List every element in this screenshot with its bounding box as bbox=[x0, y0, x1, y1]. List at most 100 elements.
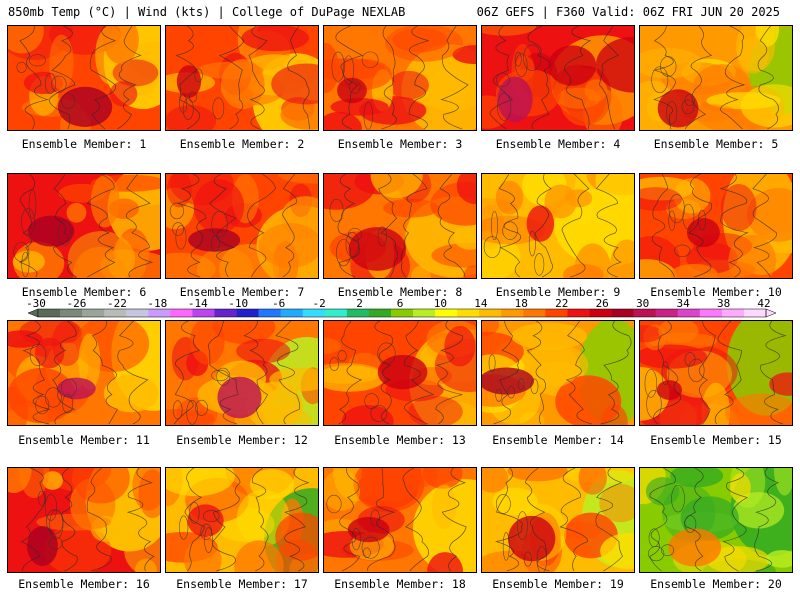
colorbar-swatch bbox=[324, 309, 348, 317]
temperature-map bbox=[640, 174, 792, 278]
colorbar-tick-label: 26 bbox=[596, 297, 609, 310]
temperature-map bbox=[640, 26, 792, 130]
ensemble-map-panel bbox=[165, 467, 319, 573]
ensemble-member-label: Ensemble Member: 1 bbox=[21, 137, 147, 151]
temperature-map bbox=[482, 174, 634, 278]
colorbar-tick-label: 6 bbox=[397, 297, 404, 310]
colorbar-swatch bbox=[192, 309, 215, 317]
ensemble-map-panel bbox=[7, 173, 161, 279]
product-title: 850mb Temp (°C) | Wind (kts) | College o… bbox=[8, 5, 406, 19]
ensemble-member-label: Ensemble Member: 20 bbox=[650, 577, 782, 591]
colorbar-max-arrow bbox=[765, 308, 777, 318]
temperature-map bbox=[8, 174, 160, 278]
ensemble-member-label: Ensemble Member: 5 bbox=[653, 137, 779, 151]
colorbar-tick-label: 42 bbox=[757, 297, 770, 310]
colorbar-tick-label: -6 bbox=[272, 297, 285, 310]
ensemble-member-label: Ensemble Member: 3 bbox=[337, 137, 463, 151]
temperature-map bbox=[324, 26, 476, 130]
colorbar-tick-label: -10 bbox=[228, 297, 248, 310]
colorbar-swatch bbox=[236, 309, 259, 317]
header: 850mb Temp (°C) | Wind (kts) | College o… bbox=[0, 0, 800, 24]
colorbar-swatch bbox=[633, 309, 656, 317]
colorbar-swatch bbox=[346, 309, 370, 317]
ensemble-member-label: Ensemble Member: 6 bbox=[21, 285, 147, 299]
ensemble-member-label: Ensemble Member: 14 bbox=[492, 433, 624, 447]
ensemble-member-label: Ensemble Member: 19 bbox=[492, 577, 624, 591]
colorbar-swatch bbox=[170, 309, 193, 317]
colorbar-tick-label: -30 bbox=[26, 297, 46, 310]
colorbar-swatch bbox=[655, 309, 679, 317]
temperature-map bbox=[482, 468, 634, 572]
ensemble-map-panel bbox=[7, 25, 161, 131]
ensemble-map-panel bbox=[639, 320, 793, 426]
ensemble-map-panel bbox=[7, 467, 161, 573]
colorbar-tick-label: -14 bbox=[188, 297, 208, 310]
ensemble-map-panel bbox=[165, 173, 319, 279]
ensemble-member-label: Ensemble Member: 15 bbox=[650, 433, 782, 447]
ensemble-map-panel bbox=[639, 173, 793, 279]
temperature-map bbox=[482, 26, 634, 130]
temperature-map bbox=[324, 321, 476, 425]
temperature-map bbox=[324, 468, 476, 572]
colorbar-tick-label: 10 bbox=[434, 297, 447, 310]
ensemble-map-panel bbox=[481, 173, 635, 279]
temperature-map bbox=[8, 321, 160, 425]
colorbar-swatch bbox=[38, 309, 61, 317]
colorbar-swatch bbox=[104, 309, 127, 317]
colorbar-swatch bbox=[435, 309, 458, 317]
model-run-valid-time: 06Z GEFS | F360 Valid: 06Z FRI JUN 20 20… bbox=[476, 5, 780, 19]
temperature-map bbox=[166, 26, 318, 130]
ensemble-map-panel bbox=[481, 467, 635, 573]
ensemble-map-panel bbox=[639, 467, 793, 573]
colorbar-swatch bbox=[82, 309, 105, 317]
colorbar-tick-label: -2 bbox=[312, 297, 325, 310]
colorbar: -30 -26 -22 -18 -14 -10 -6 -2 2 6 10 14 18 22 26 30 34 38… bbox=[0, 297, 800, 321]
temperature-map bbox=[640, 321, 792, 425]
ensemble-map-panel bbox=[323, 25, 477, 131]
colorbar-swatch bbox=[302, 309, 326, 317]
colorbar-swatch bbox=[60, 309, 83, 317]
temperature-map bbox=[640, 468, 792, 572]
temperature-map bbox=[166, 174, 318, 278]
ensemble-member-label: Ensemble Member: 4 bbox=[495, 137, 621, 151]
ensemble-map-panel bbox=[323, 320, 477, 426]
colorbar-tick-label: 22 bbox=[555, 297, 568, 310]
colorbar-swatch bbox=[589, 309, 612, 317]
ensemble-map-panel bbox=[165, 25, 319, 131]
colorbar-swatch bbox=[523, 309, 546, 317]
colorbar-swatch bbox=[126, 309, 149, 317]
ensemble-map-panel bbox=[323, 173, 477, 279]
ensemble-member-label: Ensemble Member: 7 bbox=[179, 285, 305, 299]
colorbar-tick-label: -18 bbox=[147, 297, 167, 310]
temperature-map bbox=[166, 468, 318, 572]
ensemble-member-label: Ensemble Member: 17 bbox=[176, 577, 308, 591]
colorbar-swatch bbox=[258, 309, 281, 317]
ensemble-member-label: Ensemble Member: 11 bbox=[18, 433, 150, 447]
colorbar-min-arrow bbox=[27, 308, 39, 318]
ensemble-map-panel bbox=[7, 320, 161, 426]
temperature-map bbox=[8, 26, 160, 130]
ensemble-member-label: Ensemble Member: 9 bbox=[495, 285, 621, 299]
colorbar-graphic: -30 -26 -22 -18 -14 -10 -6 -2 2 6 10 14 18 22 26 30 34 38… bbox=[26, 297, 777, 318]
colorbar-swatch bbox=[457, 309, 480, 317]
colorbar-tick-label: 2 bbox=[356, 297, 363, 310]
colorbar-tick-label: 14 bbox=[474, 297, 488, 310]
colorbar-swatch bbox=[743, 309, 767, 317]
colorbar-swatch bbox=[280, 309, 304, 317]
ensemble-member-label: Ensemble Member: 13 bbox=[334, 433, 466, 447]
colorbar-tick-label: -26 bbox=[66, 297, 86, 310]
ensemble-member-label: Ensemble Member: 16 bbox=[18, 577, 150, 591]
colorbar-swatch bbox=[501, 309, 524, 317]
temperature-map bbox=[324, 174, 476, 278]
ensemble-map-panel bbox=[165, 320, 319, 426]
ensemble-map-panel bbox=[323, 467, 477, 573]
colorbar-swatch bbox=[479, 309, 502, 317]
colorbar-swatch bbox=[148, 309, 171, 317]
colorbar-swatch bbox=[214, 309, 237, 317]
colorbar-swatch bbox=[545, 309, 568, 317]
colorbar-tick-label: 34 bbox=[676, 297, 690, 310]
ensemble-member-label: Ensemble Member: 12 bbox=[176, 433, 308, 447]
temperature-map bbox=[482, 321, 634, 425]
colorbar-swatch bbox=[611, 309, 634, 317]
colorbar-tick-label: 30 bbox=[636, 297, 649, 310]
